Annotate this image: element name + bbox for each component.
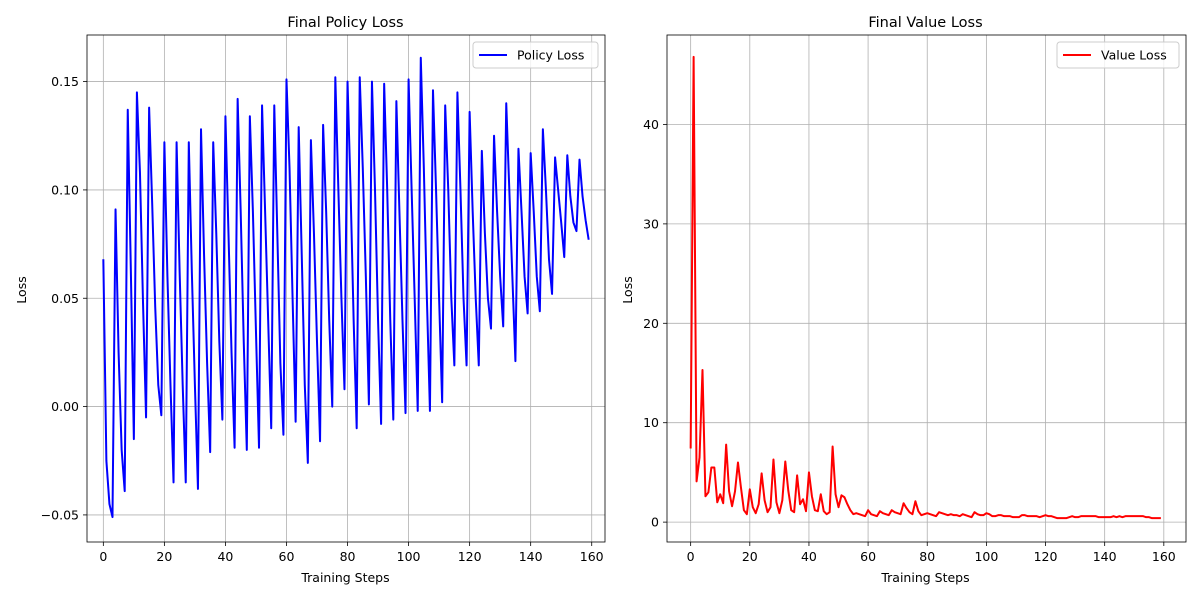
series-line xyxy=(689,55,1161,520)
x-tick-label: 20 xyxy=(156,549,172,564)
chart-title: Final Value Loss xyxy=(868,15,982,31)
y-tick-label: 0 xyxy=(651,515,659,530)
x-tick-label: 40 xyxy=(801,549,817,564)
legend-label: Value Loss xyxy=(1101,48,1167,63)
x-tick-label: 20 xyxy=(742,549,758,564)
y-tick-label: 0.10 xyxy=(51,182,79,197)
y-tick-label: 0.05 xyxy=(51,291,79,306)
y-tick-label: 0.00 xyxy=(51,399,79,414)
x-tick-label: 120 xyxy=(1034,549,1058,564)
y-tick-label: 30 xyxy=(643,216,659,231)
legend-label: Policy Loss xyxy=(517,48,584,63)
x-tick-label: 100 xyxy=(397,549,421,564)
x-tick-label: 140 xyxy=(519,549,543,564)
legend: Policy Loss xyxy=(472,41,599,69)
series-line xyxy=(102,56,590,519)
x-tick-label: 160 xyxy=(1152,549,1176,564)
legend: Value Loss xyxy=(1056,41,1180,69)
x-tick-label: 0 xyxy=(99,549,107,564)
x-axis-label: Training Steps xyxy=(880,570,969,585)
x-axis-label: Training Steps xyxy=(300,570,389,585)
x-tick-label: 140 xyxy=(1093,549,1117,564)
x-tick-label: 60 xyxy=(860,549,876,564)
x-tick-label: 160 xyxy=(580,549,604,564)
x-tick-label: 80 xyxy=(340,549,356,564)
axes-frame xyxy=(666,34,1187,543)
y-axis-label: Loss xyxy=(620,276,635,303)
axes-frame xyxy=(86,34,606,543)
legend-box xyxy=(472,41,599,69)
x-tick-label: 120 xyxy=(458,549,482,564)
y-tick-label: 0.15 xyxy=(51,74,79,89)
policy-loss-chart: Final Policy Loss Training Steps Loss 0 2… xyxy=(14,15,606,585)
legend-box xyxy=(1056,41,1180,69)
y-tick-label: −0.05 xyxy=(41,507,79,522)
x-tick-label: 60 xyxy=(279,549,295,564)
x-tick-label: 40 xyxy=(217,549,233,564)
x-tick-label: 0 xyxy=(687,549,695,564)
y-tick-label: 20 xyxy=(643,316,659,331)
chart-title: Final Policy Loss xyxy=(287,15,403,31)
y-tick-label: 10 xyxy=(643,415,659,430)
value-loss-chart: Final Value Loss Training Steps Loss 0 20… xyxy=(620,15,1187,585)
x-tick-label: 100 xyxy=(974,549,998,564)
y-axis-label: Loss xyxy=(14,276,29,303)
x-tick-label: 80 xyxy=(919,549,935,564)
y-tick-label: 40 xyxy=(643,117,659,132)
